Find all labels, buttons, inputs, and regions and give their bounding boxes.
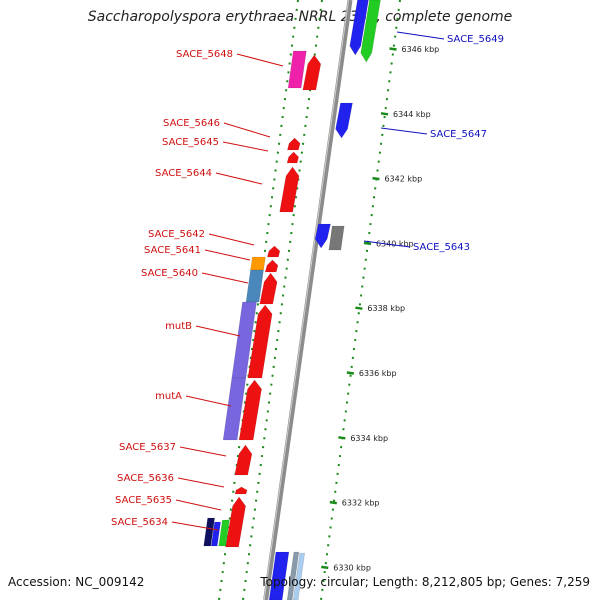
topology-text: Topology: circular; Length: 8,212,805 bp… [260, 575, 590, 589]
kbp-6332-label: 6332 kbp [342, 499, 380, 508]
gene-muta-red [238, 379, 262, 441]
gene-label-sace-5647[interactable]: SACE_5647 [430, 129, 487, 140]
gene-label-sace-5648[interactable]: SACE_5648 [176, 49, 233, 60]
gene-label-sace-5649[interactable]: SACE_5649 [447, 34, 504, 45]
gene-sace-5649-green [360, 0, 381, 63]
gene-sace-5642 [266, 245, 281, 258]
genome-backbone [263, 0, 353, 600]
gene-sace-5640-orange [250, 256, 266, 271]
dotted-guide-outer [320, 0, 401, 600]
gene-sace-5641 [264, 259, 279, 273]
leader-line-sace-5636 [177, 477, 225, 488]
genome-backbone-highlight [263, 0, 349, 600]
leader-line-sace-5635 [175, 499, 222, 511]
kbp-6342-label: 6342 kbp [384, 175, 422, 184]
gene-label-sace-5641[interactable]: SACE_5641 [144, 245, 201, 256]
gene-label-sace-5646[interactable]: SACE_5646 [163, 118, 220, 129]
gene-label-sace-5645[interactable]: SACE_5645 [162, 137, 219, 148]
kbp-6332-tick [329, 500, 337, 505]
gene-bottom-blue [268, 551, 290, 600]
leader-line-sace-5648 [236, 53, 284, 67]
gene-sace-5649-blue [349, 0, 369, 56]
gene-muta-purple [222, 377, 247, 441]
gene-sace-5634-blue [210, 521, 221, 547]
gene-bottom-gray [286, 551, 300, 600]
kbp-6336-label: 6336 kbp [359, 369, 397, 378]
gene-label-muta[interactable]: mutA [155, 391, 182, 402]
gene-sace-5640-steel [245, 269, 264, 303]
kbp-6338-tick [355, 306, 363, 310]
leader-line-sace-5646 [223, 122, 271, 138]
gene-sace-5646 [287, 137, 301, 151]
gene-sace-5648-pink [287, 50, 307, 89]
gene-sace-5640-red [259, 272, 278, 305]
kbp-6340-tick [363, 241, 372, 246]
gene-sace-5644 [279, 166, 300, 213]
gene-sace-5637 [234, 444, 253, 476]
leader-line-sace-5637 [179, 446, 227, 457]
gene-label-sace-5640[interactable]: SACE_5640 [141, 268, 198, 279]
kbp-6344-tick [380, 112, 389, 116]
gene-sace-5635 [225, 496, 246, 548]
kbp-6342-tick [372, 176, 380, 181]
gene-label-sace-5636[interactable]: SACE_5636 [117, 473, 174, 484]
kbp-6336-tick [346, 371, 355, 375]
leader-line-mutb [195, 325, 241, 337]
gene-mutb-red [247, 304, 273, 379]
kbp-6344-label: 6344 kbp [393, 110, 431, 119]
accession-text: Accession: NC_009142 [8, 575, 145, 589]
kbp-6340-label: 6340 kbp [376, 239, 414, 248]
leader-line-sace-5647 [380, 127, 428, 135]
leader-line-sace-5644 [215, 172, 263, 185]
kbp-6334-tick [338, 436, 346, 440]
leader-line-sace-5643 [363, 240, 411, 248]
dotted-guide-mid [242, 0, 323, 600]
gene-bottom-lightblue [292, 552, 306, 600]
gene-sace-5634-green [218, 519, 230, 547]
leader-line-sace-5640 [201, 272, 249, 284]
kbp-6334-label: 6334 kbp [350, 434, 388, 443]
kbp-6330-label: 6330 kbp [333, 563, 371, 572]
gene-label-sace-5635[interactable]: SACE_5635 [115, 495, 172, 506]
leader-line-sace-5645 [222, 141, 269, 152]
gene-sace-5643-blue [314, 223, 331, 249]
kbp-6330-tick [321, 565, 329, 570]
gene-label-sace-5643[interactable]: SACE_5643 [413, 242, 470, 253]
gene-sace-5643-gray [328, 225, 345, 251]
leader-line-sace-5634 [171, 521, 219, 531]
gene-label-sace-5637[interactable]: SACE_5637 [119, 442, 176, 453]
dotted-guide-inner [218, 0, 299, 600]
kbp-6338-label: 6338 kbp [367, 304, 405, 313]
gene-sace-5634-navy [203, 517, 216, 547]
leader-line-sace-5642 [208, 233, 255, 246]
gene-sace-5645 [286, 151, 299, 164]
leader-line-sace-5649 [396, 31, 445, 40]
gene-label-sace-5642[interactable]: SACE_5642 [148, 229, 205, 240]
leader-line-muta [185, 395, 232, 407]
gene-sace-5647 [335, 102, 353, 139]
gene-sace-5648-red [302, 54, 322, 91]
gene-label-mutb[interactable]: mutB [165, 321, 192, 332]
gene-label-sace-5644[interactable]: SACE_5644 [155, 168, 212, 179]
kbp-6346-label: 6346 kbp [402, 45, 440, 54]
gene-label-sace-5634[interactable]: SACE_5634 [111, 517, 168, 528]
gene-sace-5636 [234, 486, 248, 495]
kbp-6346-tick [389, 47, 397, 51]
map-title: Saccharopolyspora erythraea NRRL 2338, c… [87, 9, 513, 25]
leader-line-sace-5641 [204, 249, 251, 261]
